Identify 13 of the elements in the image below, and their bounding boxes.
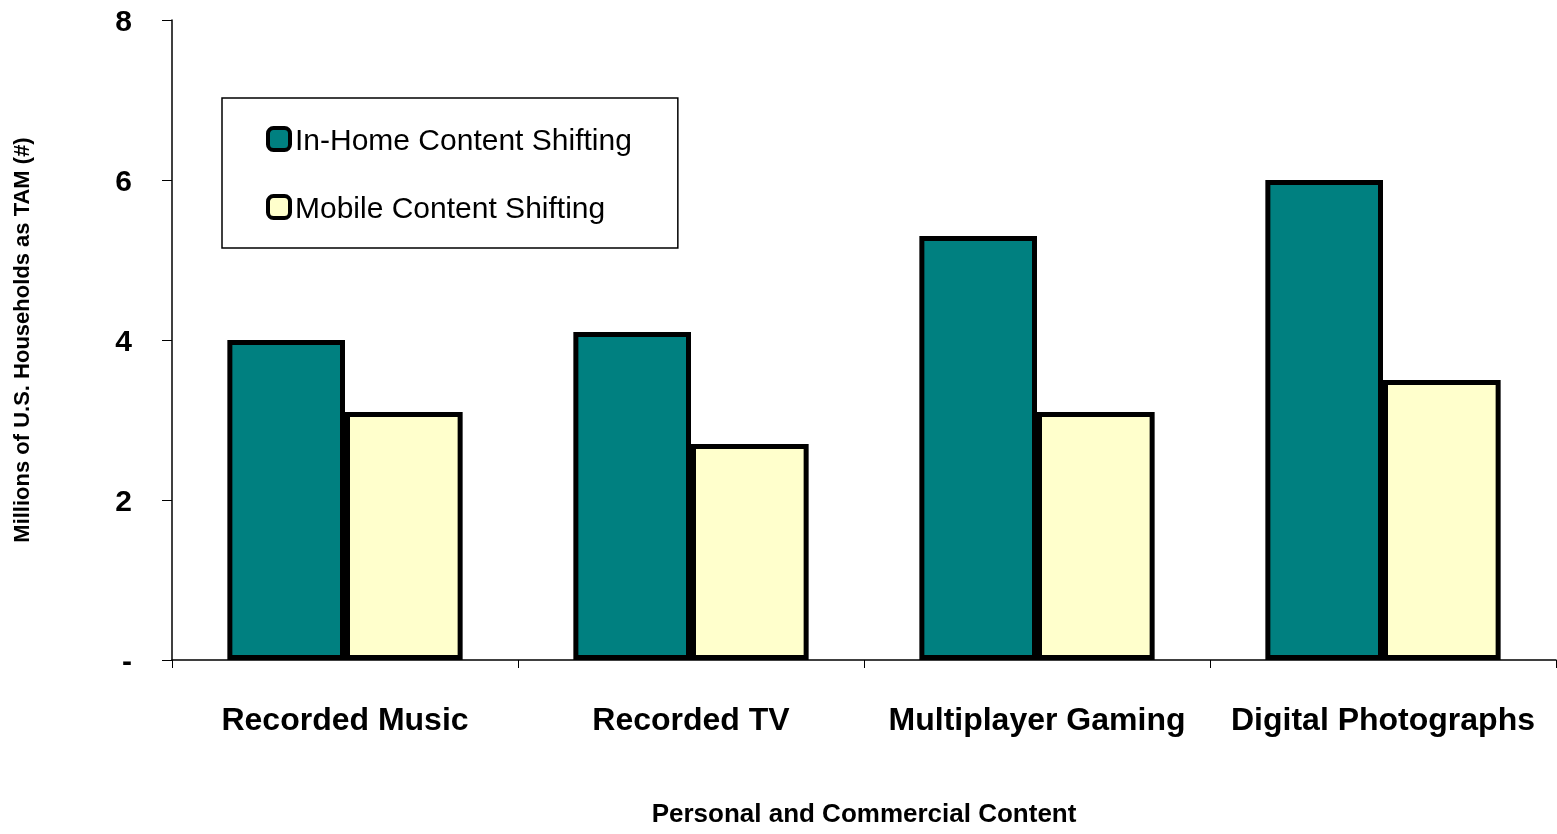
- legend-label: In-Home Content Shifting: [295, 122, 632, 156]
- x-tick-label: Recorded TV: [592, 701, 791, 737]
- y-tick-label: 4: [115, 323, 133, 357]
- y-tick-label: -: [122, 643, 132, 677]
- x-axis-title: Personal and Commercial Content: [651, 798, 1077, 828]
- y-tick-label: 2: [115, 483, 132, 517]
- x-tick-label: Multiplayer Gaming: [888, 701, 1186, 737]
- legend-label: Mobile Content Shifting: [295, 190, 606, 224]
- y-axis-title: Millions of U.S. Households as TAM (#): [8, 137, 34, 543]
- x-tick-label: Digital Photographs: [1231, 701, 1535, 737]
- y-tick-label: 6: [115, 163, 132, 197]
- y-tick-label: 8: [115, 3, 132, 37]
- x-tick-label: Recorded Music: [221, 701, 469, 737]
